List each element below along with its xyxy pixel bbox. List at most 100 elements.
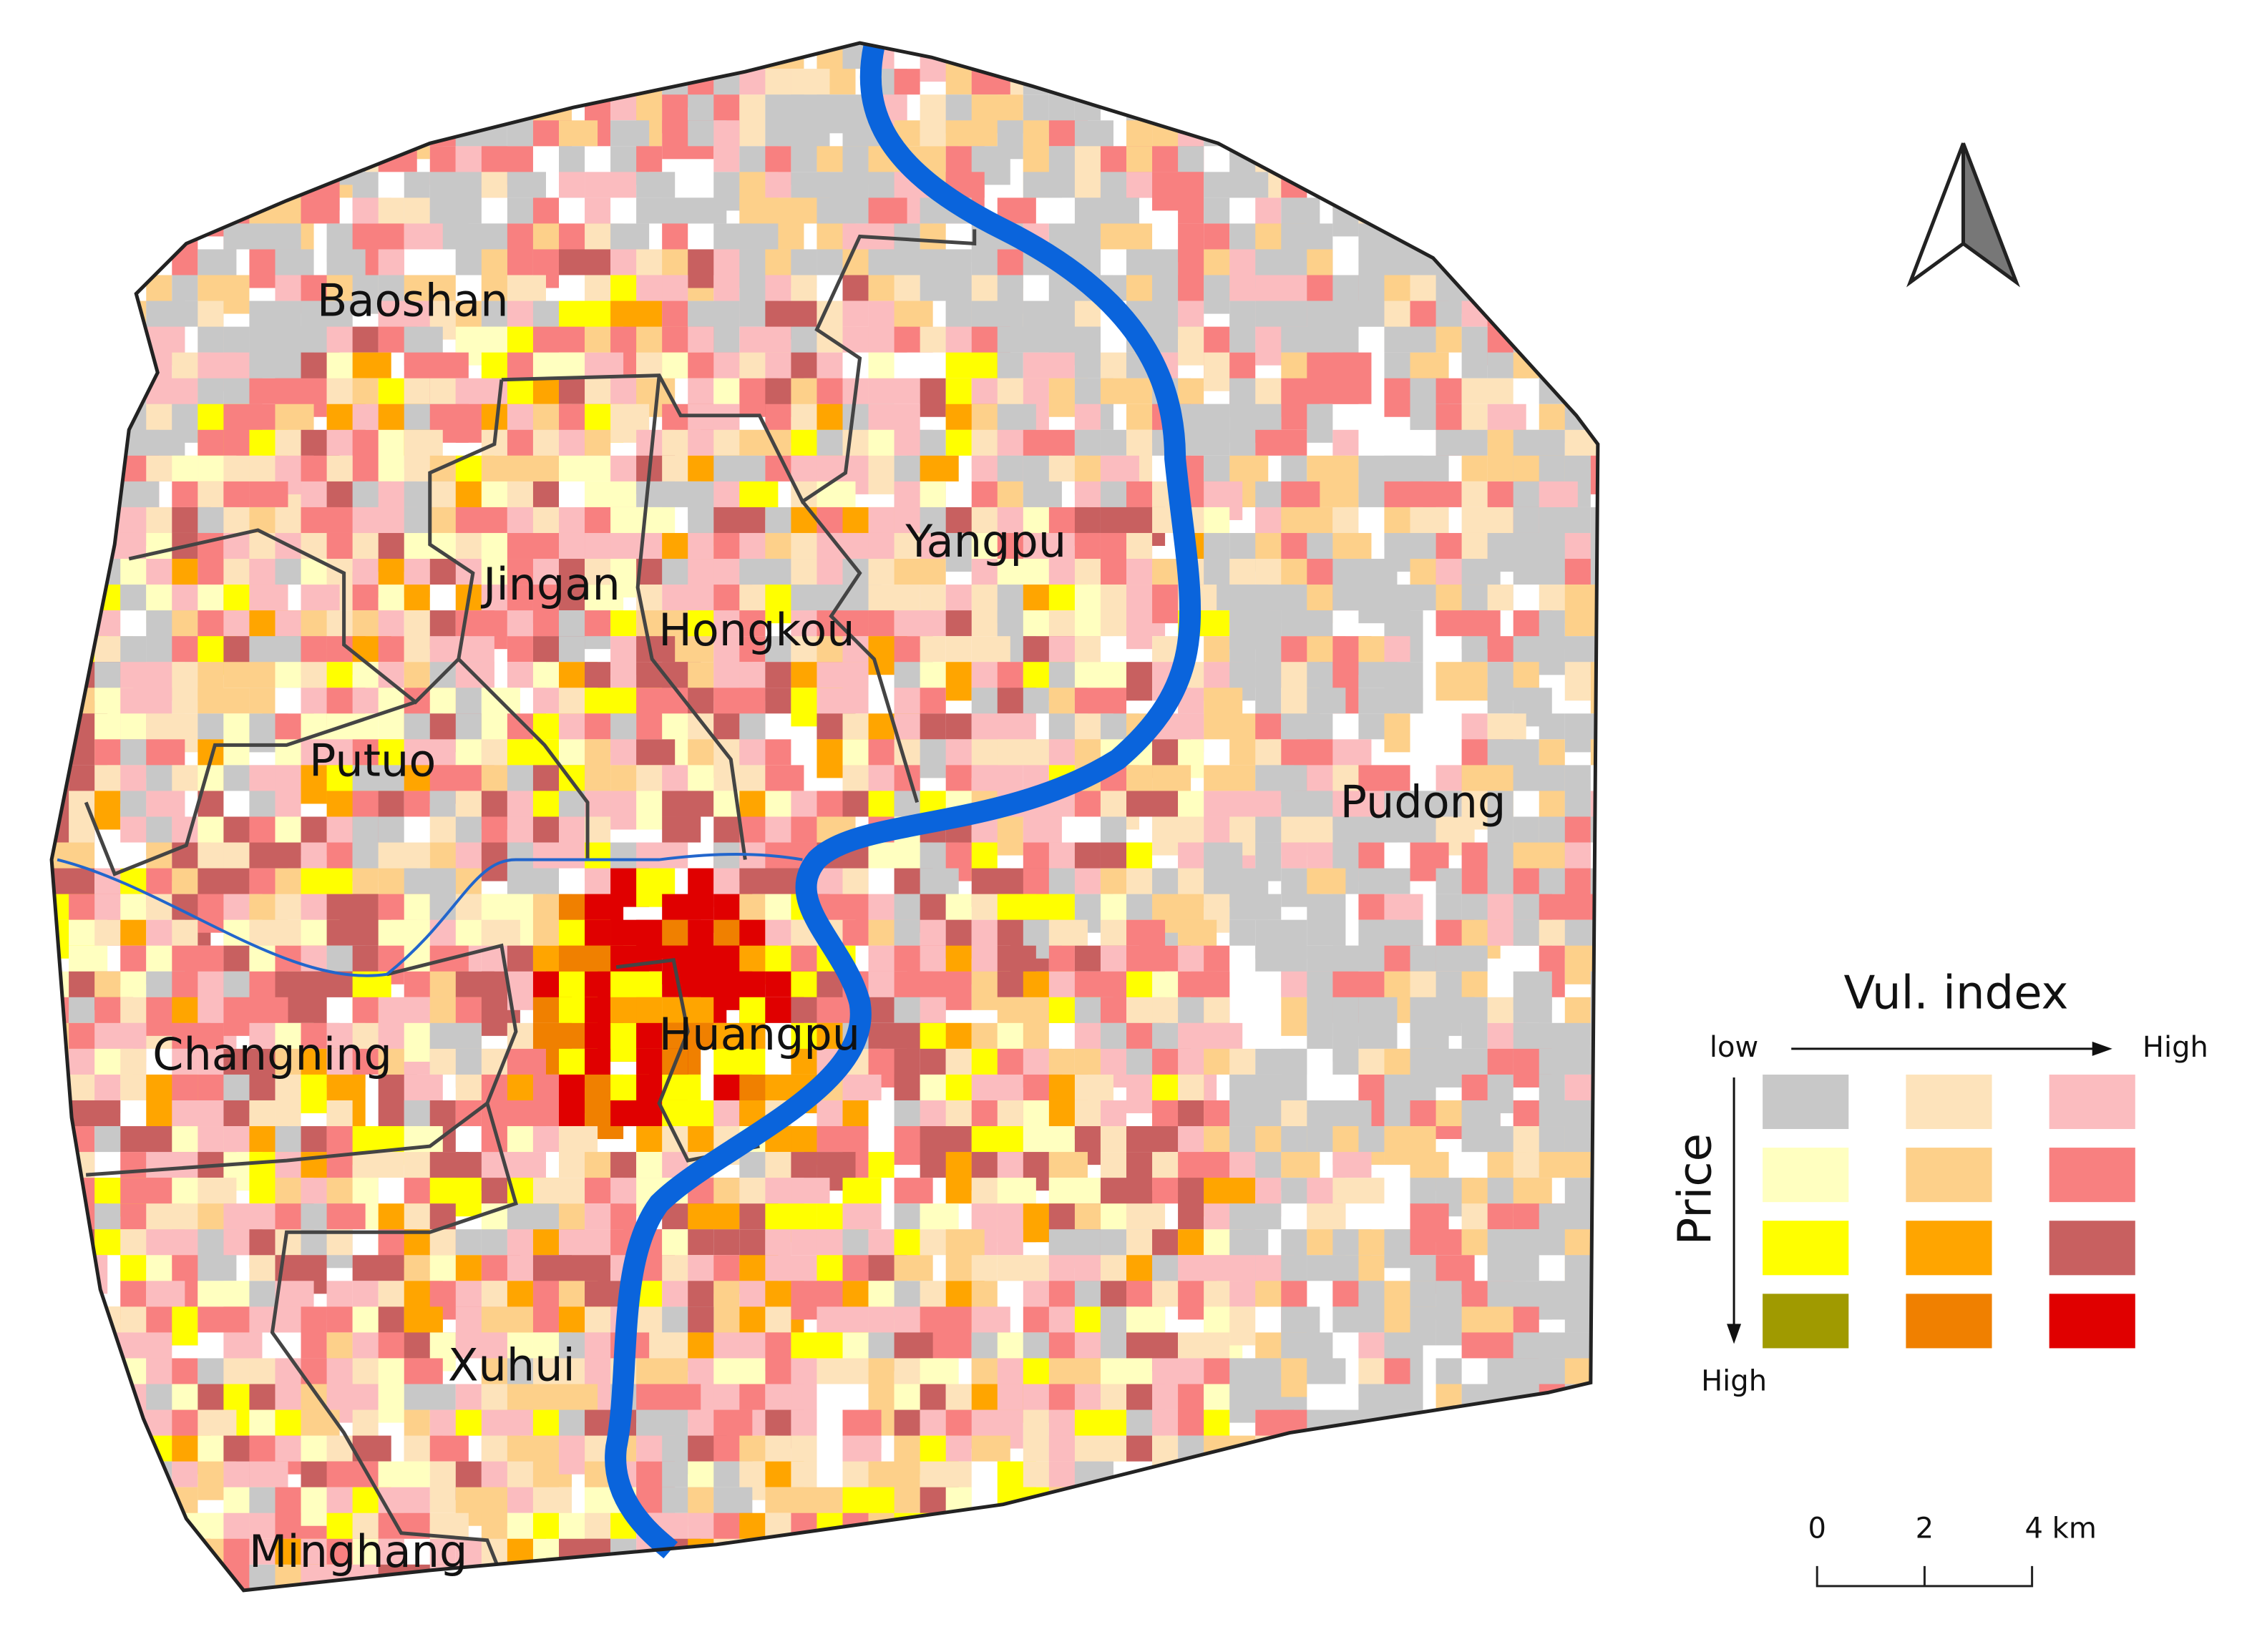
map-cell — [636, 172, 676, 198]
map-cell — [404, 791, 430, 817]
map-cell — [404, 223, 443, 250]
map-cell — [249, 1512, 276, 1539]
map-cell — [945, 1435, 972, 1462]
map-cell — [688, 1229, 714, 1256]
map-cell — [404, 1384, 456, 1410]
legend-x-high: High — [2143, 1031, 2208, 1064]
map-cell — [713, 1048, 766, 1075]
map-cell — [688, 997, 714, 1023]
map-cell — [868, 1152, 895, 1178]
map-cell — [301, 868, 353, 894]
map-cell — [920, 1048, 946, 1075]
map-cell — [945, 765, 972, 791]
legend-swatch — [1763, 1221, 1849, 1276]
map-cell — [1229, 559, 1256, 585]
map-cell — [94, 791, 121, 830]
map-cell — [275, 894, 301, 920]
legend-swatch — [1906, 1294, 1992, 1349]
map-cell — [713, 1229, 740, 1256]
map-cell — [172, 275, 198, 301]
map-cell — [1332, 455, 1359, 507]
map-cell — [1074, 1203, 1101, 1230]
map-cell — [275, 1048, 301, 1075]
map-cell — [765, 1306, 791, 1333]
map-cell — [971, 1126, 1023, 1153]
map-cell — [1590, 455, 1598, 494]
map-cell — [507, 1461, 533, 1487]
map-cell — [1126, 610, 1153, 650]
map-cell — [1204, 275, 1230, 314]
legend: Vul. index low High Price High — [1670, 967, 2208, 1397]
map-cell — [1074, 300, 1101, 327]
map-cell — [997, 1022, 1023, 1049]
district-boundaries — [84, 229, 977, 1577]
map-cell — [326, 1203, 366, 1230]
boundary — [270, 1103, 518, 1577]
legend-x-low: low — [1710, 1031, 1758, 1064]
map-cell — [1126, 662, 1153, 701]
map-cell — [481, 1358, 507, 1384]
map-cell — [1436, 1100, 1462, 1127]
map-cell — [1281, 1358, 1307, 1397]
map-cell — [69, 1100, 121, 1127]
map-cell — [507, 1152, 546, 1178]
map-cell — [1126, 532, 1153, 559]
map-cell — [1564, 662, 1591, 701]
map-cell — [739, 1022, 766, 1049]
map-cell — [713, 1281, 740, 1333]
map-cell — [558, 249, 611, 275]
map-cell — [507, 275, 546, 301]
map-cell — [688, 1203, 740, 1230]
map-cell — [1384, 636, 1410, 663]
map-cell — [1204, 352, 1230, 391]
map-cell — [326, 1306, 353, 1333]
map-cell — [120, 1048, 147, 1075]
district-label: Jingan — [480, 558, 620, 610]
scale-tick: 4 km — [2024, 1512, 2096, 1545]
legend-title: Vul. index — [1844, 967, 2069, 1020]
map-cell — [1461, 532, 1488, 559]
map-cell — [688, 326, 714, 353]
map-cell — [378, 610, 404, 637]
map-cell — [1539, 559, 1565, 585]
map-cell — [1281, 842, 1307, 869]
map-cell — [945, 585, 972, 611]
map-cell — [662, 1384, 701, 1410]
map-cell — [713, 610, 740, 637]
map-cell — [249, 1100, 276, 1127]
map-cell — [507, 636, 533, 663]
suzhou-creek — [57, 853, 803, 977]
map-cell — [558, 1074, 585, 1127]
map-cell — [120, 713, 147, 740]
map-cell — [1487, 688, 1514, 714]
map-cell — [1358, 1255, 1385, 1281]
map-cell — [1461, 455, 1488, 482]
map-cell — [1410, 1281, 1436, 1307]
map-cell — [713, 352, 740, 378]
map-cell — [817, 791, 843, 817]
legend-swatch — [1906, 1148, 1992, 1203]
map-cell — [1023, 1409, 1049, 1462]
map-cell — [739, 94, 766, 147]
map-cell — [223, 1100, 250, 1127]
map-cell — [688, 610, 714, 637]
map-cell — [1126, 1126, 1179, 1153]
map-cell — [945, 120, 998, 147]
map-cell — [791, 146, 817, 172]
boundary — [501, 229, 977, 504]
map-cell — [842, 275, 869, 301]
map-cell — [223, 1306, 250, 1333]
map-cell — [585, 610, 611, 637]
map-cell — [532, 1100, 559, 1127]
map-cell — [1384, 1229, 1410, 1269]
map-cell — [688, 197, 727, 224]
map-cell — [817, 1126, 843, 1153]
map-cell — [765, 1255, 791, 1281]
legend-swatch — [1763, 1148, 1849, 1203]
map-cell — [713, 1358, 766, 1384]
map-cell — [894, 585, 920, 611]
map-cell — [1178, 326, 1204, 366]
map-cell — [610, 662, 637, 688]
map-cell — [1384, 1358, 1410, 1384]
map-cell — [1074, 842, 1101, 869]
